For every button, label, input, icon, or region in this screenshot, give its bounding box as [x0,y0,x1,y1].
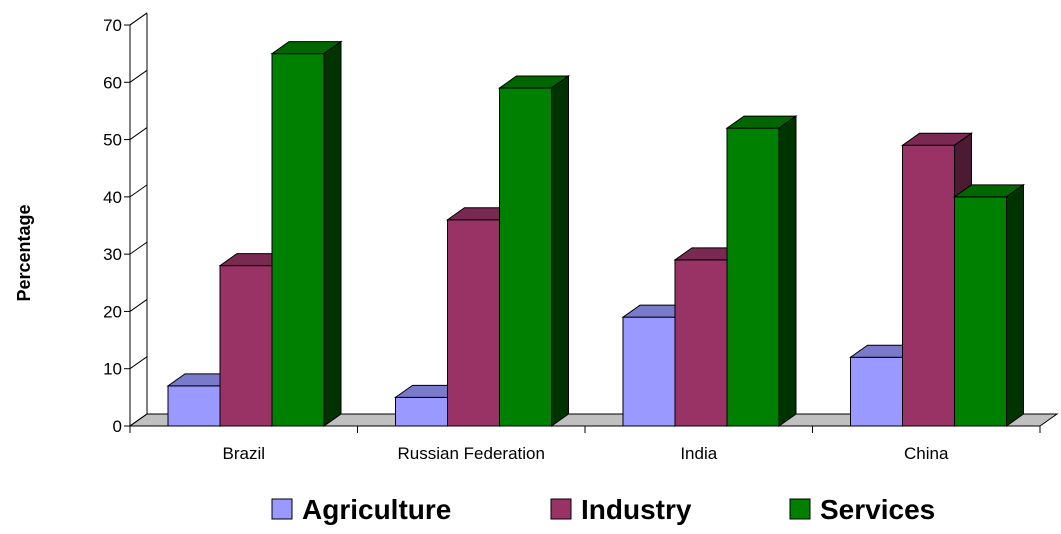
y-tick-label-60: 60 [103,73,122,92]
bar-front [850,356,903,427]
bar-services-china [952,183,1026,427]
legend-item-agriculture: Agriculture [271,494,451,525]
y-axis: 0 10 20 30 40 50 60 70 [103,12,148,436]
side-wall [129,12,148,427]
legend-swatch-agriculture [271,498,293,520]
y-axis-title: Percentage [14,204,34,301]
legend: Agriculture Industry Services [271,494,935,525]
y-tick-depth-30 [129,241,148,255]
x-tick-label-russian-federation: Russian Federation [398,444,545,463]
bar-front [622,316,676,427]
bar-front [902,144,955,427]
bar-side [778,115,797,427]
x-tick-label-brazil: Brazil [222,444,265,463]
bar-side [323,40,342,427]
legend-label-services: Services [820,494,935,525]
y-tick-label-40: 40 [103,188,122,207]
bar-side [551,75,569,427]
legend-item-industry: Industry [550,494,692,525]
y-tick-depth-50 [129,127,148,140]
legend-swatch-industry [550,498,572,520]
bar-front [395,396,448,427]
bar-services-brazil [270,40,343,427]
y-tick-depth-60 [129,69,148,83]
bar-front [167,385,221,427]
bars [166,40,1026,427]
y-tick-label-20: 20 [103,302,122,321]
bar-front [447,219,500,427]
y-tick-label-10: 10 [103,360,122,379]
bar-industry-china [900,132,974,427]
bar-front [954,196,1007,427]
y-tick-label-50: 50 [103,131,122,150]
bar-services-india [725,115,798,427]
bar-front [726,127,780,427]
legend-label-agriculture: Agriculture [302,494,451,525]
y-tick-label-70: 70 [103,16,122,35]
x-tick-label-india: India [680,444,717,463]
legend-item-services: Services [789,494,935,525]
bar-front [219,265,273,427]
x-tick-label-china: China [904,444,949,463]
y-tick-label-30: 30 [103,245,122,264]
legend-swatch-services [789,498,811,520]
y-tick-depth-0 [129,413,148,427]
legend-label-industry: Industry [581,494,692,525]
y-tick-depth-70 [129,12,148,26]
bar-front [499,87,552,427]
y-tick-depth-20 [129,299,148,312]
bar-front [674,259,728,427]
y-tick-depth-40 [129,184,148,198]
y-tick-depth-10 [129,356,148,370]
bar-services-russian-federation [497,75,571,427]
y-tick-label-0: 0 [113,417,122,436]
bar-front [271,53,325,427]
x-axis: Brazil Russian Federation India China [129,425,1041,463]
bar-side [1006,183,1024,427]
